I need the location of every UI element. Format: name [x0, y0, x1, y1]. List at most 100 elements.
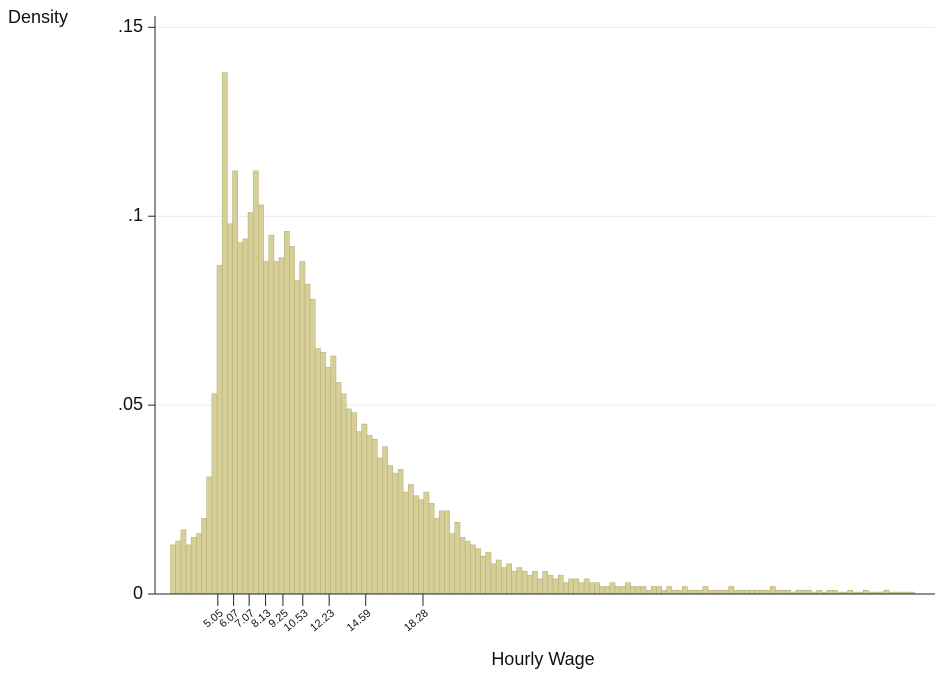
bar	[320, 351, 326, 595]
bar	[495, 559, 502, 595]
bar	[180, 529, 187, 595]
bar	[330, 355, 337, 595]
bar	[780, 589, 786, 595]
bar	[351, 412, 357, 595]
bar	[376, 457, 383, 595]
bar	[449, 533, 455, 595]
bar	[640, 586, 647, 595]
bar	[749, 589, 755, 595]
bar	[397, 469, 404, 595]
bar	[490, 563, 497, 595]
bar	[356, 431, 362, 595]
bar	[656, 586, 662, 595]
bar	[713, 589, 719, 595]
bar	[744, 589, 750, 595]
bar	[681, 586, 688, 595]
bar	[242, 238, 249, 595]
bar	[609, 582, 616, 595]
bar	[573, 578, 580, 595]
bar	[304, 283, 311, 595]
bar	[361, 423, 368, 595]
bar	[588, 582, 595, 595]
bar	[521, 571, 528, 595]
bar	[728, 586, 735, 595]
bar	[785, 589, 792, 595]
bar	[433, 518, 440, 595]
x-tick-label: 14.59	[345, 607, 374, 634]
bar	[459, 537, 466, 595]
y-axis-label: Density	[8, 7, 68, 27]
bar	[335, 382, 342, 595]
bar	[273, 261, 280, 595]
y-tick-label: .05	[118, 394, 143, 414]
bar	[221, 72, 228, 595]
bar	[800, 589, 807, 595]
bar	[252, 170, 259, 595]
bar	[444, 510, 450, 595]
bar	[666, 586, 673, 595]
bar	[676, 589, 683, 595]
bar	[635, 586, 642, 595]
bar	[170, 544, 176, 595]
bar	[537, 578, 543, 595]
x-axis-label: Hourly Wage	[491, 649, 594, 669]
bar	[423, 491, 430, 595]
bar	[578, 582, 585, 595]
bar	[345, 408, 352, 595]
x-tick-label: 12.23	[308, 607, 337, 634]
bar	[475, 548, 481, 595]
bar	[278, 257, 285, 595]
bar	[671, 589, 678, 595]
bar	[599, 586, 605, 595]
bar	[775, 589, 781, 595]
bar	[526, 574, 533, 595]
bar	[366, 435, 373, 595]
bar	[340, 393, 347, 595]
bar	[806, 589, 812, 595]
bar	[583, 578, 590, 595]
bar	[237, 242, 244, 595]
bar	[692, 589, 698, 595]
bar	[190, 537, 197, 595]
bar	[232, 170, 238, 595]
bar	[407, 484, 414, 595]
bar	[650, 586, 657, 595]
x-tick-label: 18.28	[402, 607, 431, 634]
bar	[314, 348, 321, 595]
bar	[263, 261, 269, 595]
bar	[258, 204, 264, 595]
bar	[413, 495, 419, 595]
bar	[227, 223, 233, 595]
bar	[216, 265, 223, 595]
bar	[547, 574, 554, 595]
bar	[733, 589, 740, 595]
bar	[707, 589, 714, 595]
bar	[283, 231, 290, 595]
bar	[568, 578, 574, 595]
bar	[594, 582, 600, 595]
bar	[501, 567, 507, 595]
bar	[402, 491, 409, 595]
bar	[831, 589, 838, 595]
bar	[542, 571, 549, 595]
bar	[738, 589, 745, 595]
bar	[206, 476, 213, 595]
bar	[485, 552, 492, 595]
bar	[723, 589, 730, 595]
bar	[294, 280, 300, 595]
bar	[371, 438, 378, 595]
bar	[185, 544, 192, 595]
bar	[557, 574, 564, 595]
bar	[552, 578, 559, 595]
bar	[826, 589, 833, 595]
bar	[764, 589, 771, 595]
bar	[268, 234, 275, 595]
bar	[470, 544, 476, 595]
bar	[418, 499, 424, 595]
bar	[883, 589, 890, 595]
bar	[201, 518, 207, 595]
bar	[532, 571, 538, 595]
bar	[847, 589, 854, 595]
bar	[604, 586, 611, 595]
